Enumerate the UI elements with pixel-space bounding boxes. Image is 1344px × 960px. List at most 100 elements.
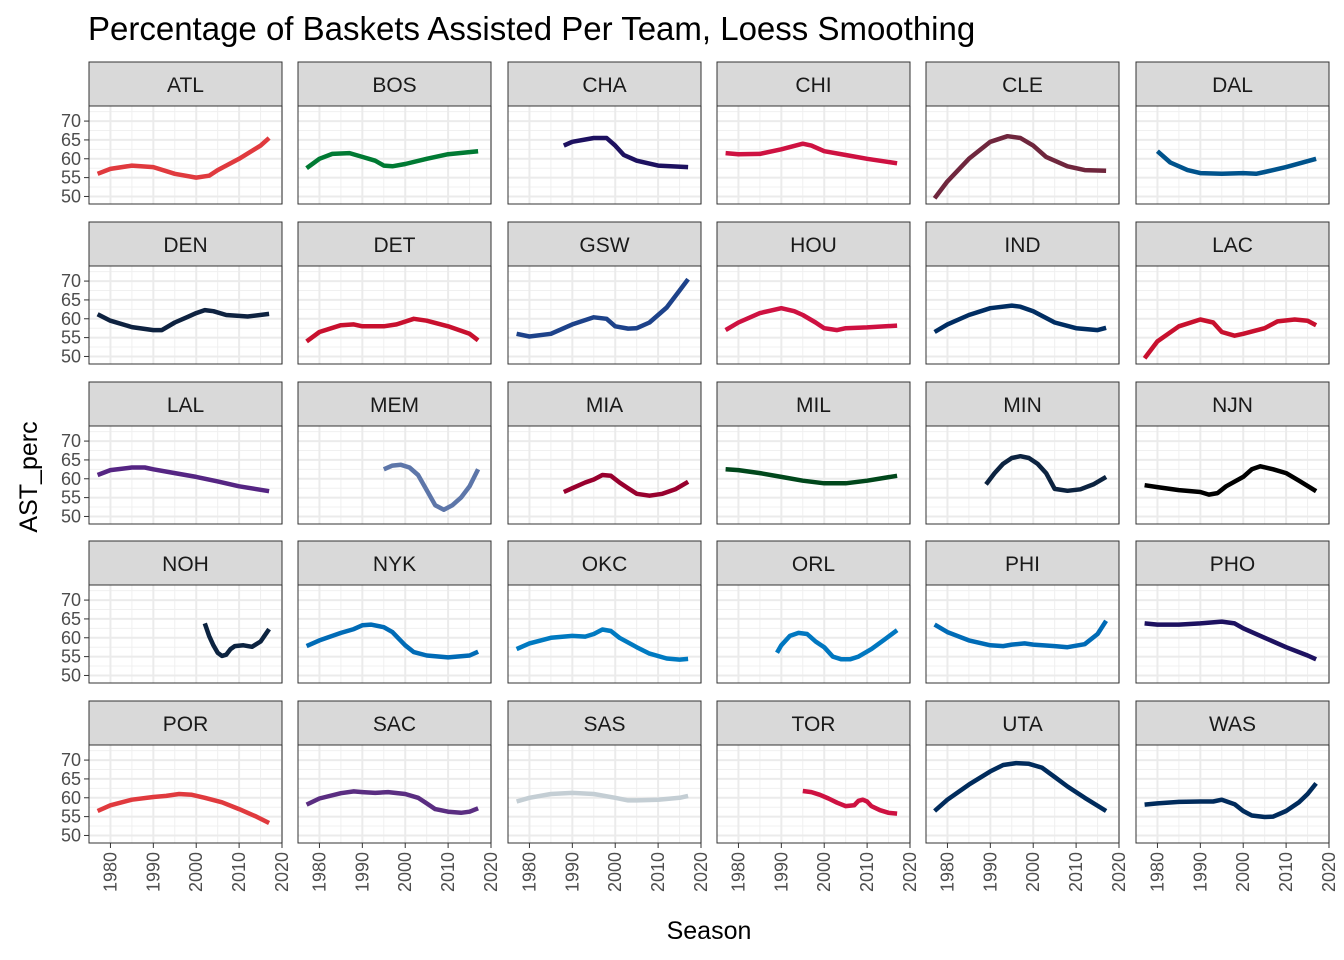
facet-panel-mil: MIL <box>716 381 911 525</box>
panel-border <box>925 744 1120 844</box>
y-tick-label: 65 <box>61 769 81 789</box>
x-tick-label: 1980 <box>309 852 329 892</box>
series-line-nyk <box>305 622 480 660</box>
series-line-mia <box>562 472 690 498</box>
facet-panel-hou: HOU <box>716 221 911 365</box>
facet-strip <box>716 700 911 746</box>
facet-strip-label: BOS <box>372 74 416 97</box>
panel-grid <box>925 266 1120 364</box>
facet-strip-label: MEM <box>370 394 419 417</box>
panel-border <box>716 265 911 365</box>
y-tick-label: 50 <box>61 506 81 526</box>
panel-border <box>88 265 283 365</box>
panel-grid <box>1135 266 1330 364</box>
panel-border <box>88 584 283 684</box>
panel-background <box>926 266 1119 364</box>
facet-strip <box>716 381 911 427</box>
panel-border <box>716 744 911 844</box>
facet-panel-nyk: NYK <box>297 540 492 684</box>
x-tick-label: 2000 <box>605 852 625 892</box>
y-tick-label: 55 <box>61 328 81 348</box>
y-tick-label: 65 <box>61 450 81 470</box>
x-tick-label: 2020 <box>900 852 920 892</box>
facet-panel-pho: PHO <box>1135 540 1330 684</box>
series-line-atl <box>96 136 271 180</box>
y-tick-label: 70 <box>61 750 81 770</box>
panel-border <box>88 105 283 205</box>
panel-border <box>1135 265 1330 365</box>
x-tick-label: 1990 <box>980 852 1000 892</box>
x-tick-label: 1990 <box>562 852 582 892</box>
facet-strip-label: MIA <box>586 394 623 417</box>
facet-strip-label: ORL <box>792 553 835 576</box>
panel-border <box>88 425 283 525</box>
x-tick-label: 1990 <box>771 852 791 892</box>
series-line-was <box>1144 781 1318 820</box>
panel-grid <box>297 266 492 364</box>
series-line-ind <box>933 303 1107 334</box>
facet-strip-label: ATL <box>167 74 204 97</box>
panel-background <box>508 266 701 364</box>
facet-strip-label: IND <box>1004 234 1040 257</box>
panel-border <box>297 105 492 205</box>
facet-panel-ind: IND <box>925 221 1120 365</box>
panel-background <box>1136 106 1329 204</box>
y-tick-label: 50 <box>61 825 81 845</box>
panel-border <box>297 265 492 365</box>
y-tick-label: 60 <box>61 149 81 169</box>
facet-strip-label: CHA <box>582 74 626 97</box>
panel-border <box>925 425 1120 525</box>
facet-panel-sas: SAS 1980 1990 2000 2010 2020 <box>507 700 711 892</box>
series-line-tor <box>802 788 898 816</box>
x-tick-label: 1990 <box>1190 852 1210 892</box>
chart-title: Percentage of Baskets Assisted Per Team,… <box>88 10 975 47</box>
panel-background <box>1136 426 1329 524</box>
facet-strip-label: LAL <box>167 394 204 417</box>
facet-panel-chi: CHI <box>716 61 911 205</box>
x-tick-label: 1990 <box>352 852 372 892</box>
x-tick-label: 2020 <box>272 852 292 892</box>
y-tick-label: 65 <box>61 290 81 310</box>
facet-panel-uta: UTA 1980 1990 2000 2010 2020 <box>925 700 1129 892</box>
y-tick-label: 70 <box>61 271 81 291</box>
y-tick-label: 65 <box>61 609 81 629</box>
series-line-dal <box>1155 149 1317 177</box>
facet-panel-det: DET <box>297 221 492 365</box>
panel-border <box>507 425 702 525</box>
panel-grid <box>1135 585 1330 683</box>
series-line-sas <box>515 790 689 804</box>
facet-panel-cle: CLE <box>925 61 1120 205</box>
x-axis-title: Season <box>667 917 752 945</box>
facet-panel-sac: SAC 1980 1990 2000 2010 2020 <box>297 700 501 892</box>
series-line-mil <box>725 467 898 486</box>
facet-panel-tor: TOR 1980 1990 2000 2010 2020 <box>716 700 920 892</box>
y-tick-label: 50 <box>61 665 81 685</box>
x-tick-label: 2000 <box>1233 852 1253 892</box>
facet-strip <box>1135 540 1330 586</box>
facet-strip-label: NJN <box>1212 394 1253 417</box>
y-tick-label: 65 <box>61 130 81 150</box>
series-line-bos <box>305 148 479 171</box>
facet-strip-label: NOH <box>162 553 209 576</box>
facet-strip <box>716 540 911 586</box>
panel-border <box>716 105 911 205</box>
facet-panel-min: MIN <box>925 381 1120 525</box>
x-tick-label: 2000 <box>814 852 834 892</box>
panel-border <box>88 744 283 844</box>
facet-strip <box>297 221 492 267</box>
facet-strip-label: NYK <box>373 553 416 576</box>
x-tick-label: 2010 <box>438 852 458 892</box>
facet-strip-label: UTA <box>1002 713 1042 736</box>
x-tick-label: 2010 <box>857 852 877 892</box>
series-line-phi <box>933 619 1108 650</box>
y-tick-label: 55 <box>61 168 81 188</box>
facet-strip-label: DAL <box>1212 74 1253 97</box>
facet-strip-label: HOU <box>790 234 837 257</box>
facet-strip-label: TOR <box>792 713 836 736</box>
facet-strip <box>925 381 1120 427</box>
panel-background <box>926 426 1119 524</box>
panel-background <box>89 585 282 683</box>
facet-strip-label: LAC <box>1212 234 1253 257</box>
x-tick-label: 2010 <box>648 852 668 892</box>
